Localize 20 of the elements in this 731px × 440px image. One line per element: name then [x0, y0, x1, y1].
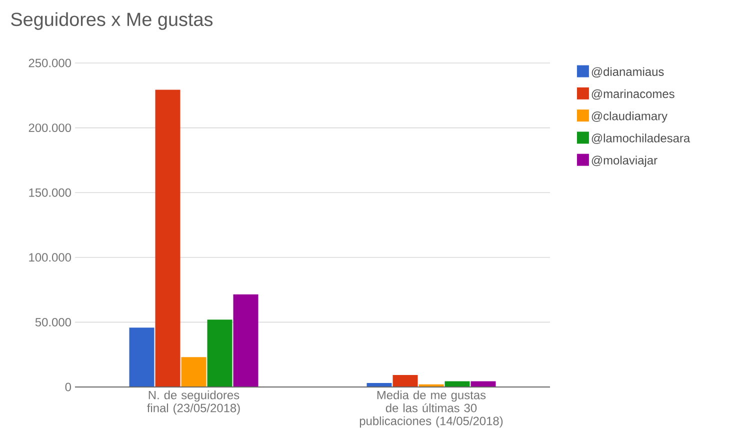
y-tick-label: 250.000	[28, 58, 72, 68]
y-tick-label: 50.000	[35, 318, 72, 326]
legend-label: @dianamiaus	[592, 67, 664, 78]
bar	[392, 374, 418, 387]
bar	[181, 357, 206, 387]
x-tick-label: Media de me gustas de las últimas 30 publicaciones (14/05/2018)	[360, 390, 503, 428]
bar	[129, 328, 154, 387]
y-tick-label: 0	[65, 382, 72, 392]
bar	[155, 90, 180, 387]
y-tick-label: 200.000	[28, 124, 72, 132]
x-tick-label: N. de seguidores final (23/05/2018)	[147, 390, 240, 415]
chart-title: Seguidores x Me gustas	[11, 12, 213, 30]
y-tick-label: 150.000	[29, 188, 72, 197]
legend-label: @molaviajar	[592, 156, 658, 167]
legend-label: @marinacomes	[592, 89, 674, 100]
legend-label: @lamochiladesara	[592, 134, 690, 144]
y-tick-label: 100.000	[29, 253, 72, 262]
bar	[207, 320, 232, 387]
legend-label: @claudiamary	[592, 111, 668, 123]
bar	[233, 294, 258, 387]
